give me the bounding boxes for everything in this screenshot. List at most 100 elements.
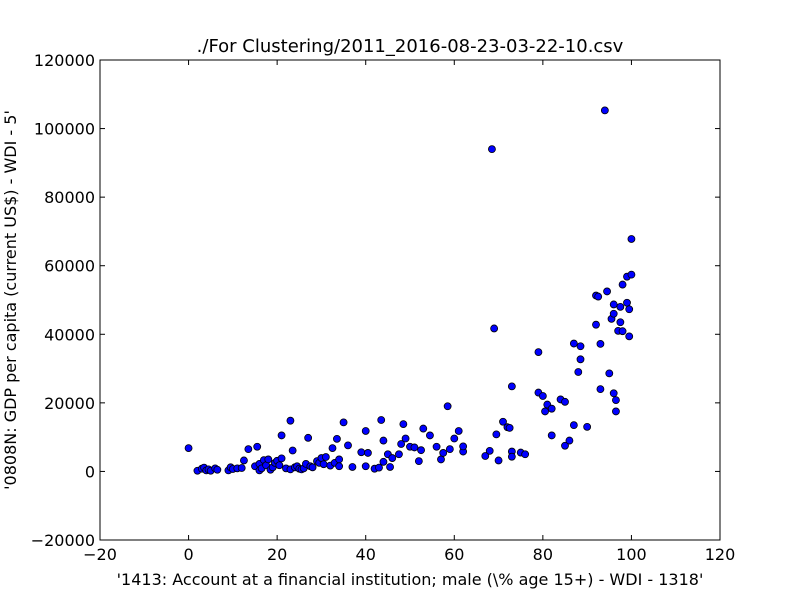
data-point	[348, 463, 357, 471]
data-point	[625, 332, 634, 341]
data-point	[264, 455, 273, 464]
data-point	[625, 305, 634, 314]
data-point	[623, 298, 631, 307]
y-tick-label: 40000	[44, 325, 95, 344]
data-point	[603, 287, 611, 296]
data-point	[445, 445, 454, 454]
y-tick-label: 80000	[44, 188, 95, 207]
data-point	[319, 460, 328, 469]
points-layer	[184, 106, 636, 475]
data-point	[507, 382, 516, 391]
data-point	[609, 300, 618, 309]
x-tick-label: 80	[533, 545, 553, 564]
chart-title: ./For Clustering/2011_2016-08-23-03-22-1…	[197, 36, 624, 57]
data-point	[538, 392, 547, 400]
data-point	[594, 292, 603, 301]
y-tick-label: 100000	[34, 120, 95, 139]
data-point	[576, 342, 585, 351]
data-point	[286, 416, 295, 425]
data-point	[576, 355, 585, 364]
data-point	[547, 431, 556, 440]
x-axis-label: '1413: Account at a financial institutio…	[117, 570, 704, 589]
data-point	[377, 416, 386, 424]
data-point	[439, 449, 448, 457]
x-tick-label: 40	[356, 545, 376, 564]
data-point	[395, 450, 403, 459]
data-point	[357, 448, 366, 457]
data-point	[627, 270, 636, 279]
y-tick-label: 60000	[44, 257, 95, 276]
data-point	[399, 420, 408, 429]
data-point	[618, 327, 627, 336]
data-point	[485, 446, 494, 455]
data-point	[379, 436, 388, 445]
data-point	[288, 446, 297, 455]
data-point	[277, 431, 286, 440]
data-point	[450, 434, 459, 443]
x-tick-label: 60	[444, 545, 464, 564]
data-point	[328, 444, 337, 453]
data-point	[375, 463, 383, 472]
data-point	[521, 450, 530, 459]
ticks-layer: −20 0 20 40 60 80 100 120 −20000 0 20000 40000 60000…	[31, 51, 736, 564]
data-point	[361, 462, 370, 471]
data-point	[277, 454, 286, 463]
data-point	[561, 397, 569, 406]
data-point	[333, 434, 341, 443]
data-point	[304, 433, 313, 442]
data-point	[596, 385, 605, 394]
data-point	[592, 320, 600, 329]
data-point	[414, 457, 423, 466]
y-tick-label: 120000	[34, 51, 95, 70]
data-point	[561, 441, 569, 450]
data-point	[583, 422, 592, 431]
data-point	[454, 427, 463, 435]
data-point	[612, 407, 620, 416]
x-tick-label: 20	[267, 545, 287, 564]
data-point	[443, 402, 452, 411]
data-point	[213, 465, 222, 474]
data-point	[609, 309, 618, 318]
data-point	[335, 455, 344, 464]
data-point	[618, 280, 627, 289]
data-point	[459, 442, 468, 451]
data-point	[574, 368, 583, 376]
data-point	[616, 318, 625, 327]
data-point	[541, 407, 549, 416]
data-point	[494, 456, 503, 465]
data-point	[253, 442, 262, 451]
data-point	[335, 462, 344, 471]
data-point	[237, 464, 246, 472]
data-point	[481, 452, 490, 460]
data-point	[244, 445, 253, 454]
y-tick-label: −20000	[31, 531, 95, 550]
x-tick-label: 0	[183, 545, 193, 564]
data-point	[388, 454, 397, 462]
y-axis-label: '0808N: GDP per capita (current US$) - W…	[1, 110, 20, 490]
data-point	[505, 423, 514, 432]
data-point	[339, 418, 348, 427]
data-point	[379, 457, 388, 466]
data-point	[499, 417, 507, 426]
data-point	[600, 106, 609, 115]
data-point	[386, 463, 394, 471]
data-point	[569, 421, 578, 430]
x-tick-label: 120	[705, 545, 736, 564]
y-tick-label: 0	[85, 462, 95, 481]
data-point	[184, 444, 193, 453]
data-point	[488, 145, 496, 154]
data-point	[410, 443, 419, 452]
data-point	[627, 235, 636, 243]
data-point	[616, 302, 625, 311]
data-point	[609, 389, 618, 398]
data-point	[596, 339, 605, 348]
data-point	[419, 424, 428, 433]
data-point	[612, 396, 620, 405]
data-point	[275, 461, 284, 470]
data-point	[605, 369, 614, 378]
data-point	[361, 427, 370, 435]
data-point	[437, 455, 445, 464]
data-point	[534, 348, 543, 357]
